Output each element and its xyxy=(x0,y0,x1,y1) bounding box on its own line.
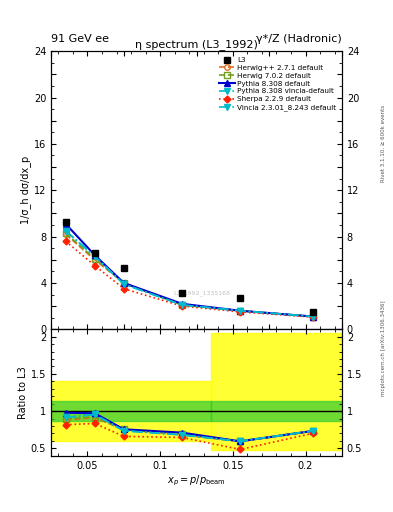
L3 xyxy=(180,290,184,296)
Pythia 8.308 default xyxy=(180,301,184,307)
Herwig++ 2.7.1 default xyxy=(310,313,315,319)
L3 xyxy=(92,250,97,256)
Y-axis label: 1/σ_h dσ/dx_p: 1/σ_h dσ/dx_p xyxy=(20,156,31,224)
Legend: L3, Herwig++ 2.7.1 default, Herwig 7.0.2 default, Pythia 8.308 default, Pythia 8: L3, Herwig++ 2.7.1 default, Herwig 7.0.2… xyxy=(217,55,338,113)
Line: Vincia 2.3.01_8.243 default: Vincia 2.3.01_8.243 default xyxy=(63,228,316,319)
Sherpa 2.2.9 default xyxy=(63,238,68,244)
Pythia 8.308 default xyxy=(121,280,126,286)
Vincia 2.3.01_8.243 default xyxy=(310,313,315,319)
Herwig++ 2.7.1 default xyxy=(63,231,68,238)
Sherpa 2.2.9 default xyxy=(92,263,97,269)
Herwig 7.0.2 default xyxy=(63,230,68,236)
Pythia 8.308 vincia-default xyxy=(63,228,68,234)
Vincia 2.3.01_8.243 default xyxy=(180,302,184,308)
Sherpa 2.2.9 default xyxy=(238,309,242,315)
L3 xyxy=(238,295,242,301)
L3 xyxy=(121,265,126,271)
Herwig 7.0.2 default xyxy=(310,313,315,319)
Text: L3_1992_1335168: L3_1992_1335168 xyxy=(174,290,231,296)
Pythia 8.308 default xyxy=(63,221,68,227)
Pythia 8.308 default xyxy=(92,252,97,258)
X-axis label: $x_p = p/p_{\rm beam}$: $x_p = p/p_{\rm beam}$ xyxy=(167,473,226,488)
Pythia 8.308 vincia-default xyxy=(92,253,97,260)
Herwig 7.0.2 default xyxy=(121,280,126,286)
Sherpa 2.2.9 default xyxy=(180,303,184,309)
Line: Sherpa 2.2.9 default: Sherpa 2.2.9 default xyxy=(63,239,315,319)
Vincia 2.3.01_8.243 default xyxy=(121,281,126,287)
Vincia 2.3.01_8.243 default xyxy=(63,228,68,234)
Line: L3: L3 xyxy=(62,218,316,315)
Line: Herwig 7.0.2 default: Herwig 7.0.2 default xyxy=(63,230,316,319)
Text: mcplots.cern.ch [arXiv:1306.3436]: mcplots.cern.ch [arXiv:1306.3436] xyxy=(381,301,386,396)
Line: Herwig++ 2.7.1 default: Herwig++ 2.7.1 default xyxy=(63,231,316,319)
Herwig++ 2.7.1 default xyxy=(238,308,242,314)
Pythia 8.308 vincia-default xyxy=(121,281,126,287)
Herwig++ 2.7.1 default xyxy=(121,280,126,286)
Herwig++ 2.7.1 default xyxy=(180,302,184,308)
Pythia 8.308 vincia-default xyxy=(310,313,315,319)
Line: Pythia 8.308 default: Pythia 8.308 default xyxy=(63,221,316,319)
L3 xyxy=(310,309,315,315)
Herwig++ 2.7.1 default xyxy=(92,257,97,263)
Pythia 8.308 vincia-default xyxy=(238,308,242,314)
Pythia 8.308 default xyxy=(238,308,242,314)
Pythia 8.308 default xyxy=(310,313,315,319)
L3 xyxy=(63,219,68,225)
Herwig 7.0.2 default xyxy=(238,308,242,314)
Text: 91 GeV ee: 91 GeV ee xyxy=(51,33,109,44)
Title: η spectrum (L3_1992): η spectrum (L3_1992) xyxy=(135,39,258,50)
Herwig 7.0.2 default xyxy=(92,255,97,262)
Text: γ*/Z (Hadronic): γ*/Z (Hadronic) xyxy=(256,33,342,44)
Vincia 2.3.01_8.243 default xyxy=(238,308,242,314)
Sherpa 2.2.9 default xyxy=(121,286,126,292)
Herwig 7.0.2 default xyxy=(180,302,184,308)
Line: Pythia 8.308 vincia-default: Pythia 8.308 vincia-default xyxy=(63,228,316,319)
Sherpa 2.2.9 default xyxy=(310,314,315,320)
Text: Rivet 3.1.10, ≥ 600k events: Rivet 3.1.10, ≥ 600k events xyxy=(381,105,386,182)
Pythia 8.308 vincia-default xyxy=(180,302,184,308)
Y-axis label: Ratio to L3: Ratio to L3 xyxy=(18,366,28,419)
Vincia 2.3.01_8.243 default xyxy=(92,253,97,260)
